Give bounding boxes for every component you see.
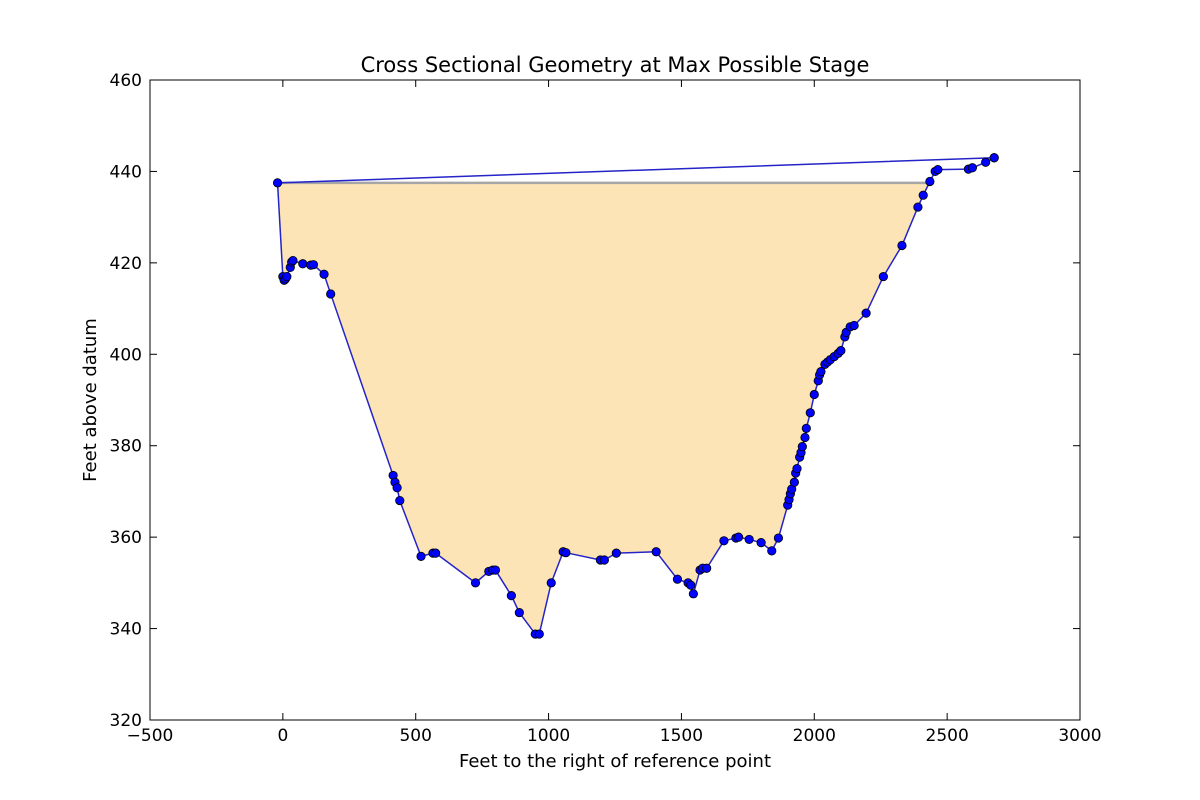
data-point [719,536,729,546]
data-point [688,589,698,599]
data-point [981,157,991,167]
x-tick-label: 1500 [660,726,703,746]
wetted-area-fill [277,182,930,635]
data-point [288,255,298,266]
y-tick-label: 360 [110,528,142,548]
data-point [506,591,516,601]
data-point [611,548,621,558]
data-point [282,271,292,282]
data-point [308,260,319,270]
data-point [789,477,799,487]
plot-area [272,153,999,639]
data-point [773,533,784,543]
data-point [792,463,802,474]
data-point [800,432,810,443]
x-tick-label: −500 [127,726,174,746]
data-point [989,153,999,163]
y-tick-label: 440 [110,162,142,182]
data-point [272,178,283,188]
x-tick-label: 2000 [793,726,836,746]
data-point [416,551,426,561]
y-tick-label: 380 [110,437,142,457]
y-tick-label: 420 [110,254,142,274]
data-point [801,423,811,433]
data-point [744,534,754,545]
data-point [702,563,712,573]
y-tick-label: 340 [110,620,142,640]
data-point [326,289,336,299]
data-point [918,190,928,200]
x-tick-label: 3000 [1058,726,1101,746]
axis-ticks: −500 0 500 1000 1500 2000 2500 3000 320 340 360 380… [110,71,1102,746]
data-point [836,346,846,356]
data-point [470,578,481,588]
data-point [756,538,766,548]
x-tick-label: 500 [399,726,431,746]
data-point [395,495,405,506]
data-point [767,546,777,556]
data-point [651,547,661,557]
data-point [878,271,888,282]
data-point [913,202,923,212]
data-point [319,269,329,279]
data-point [797,442,807,452]
data-point [514,607,524,618]
y-axis-label: Feet above datum [80,318,101,482]
y-tick-label: 400 [110,345,142,365]
y-tick-label: 460 [110,71,142,91]
data-point [816,367,826,377]
data-point [561,548,571,558]
data-point [672,574,683,584]
x-axis-label: Feet to the right of reference point [459,751,771,772]
x-tick-label: 2500 [926,726,969,746]
data-point [686,580,696,590]
data-point [546,578,556,588]
data-point [849,320,859,331]
data-point [933,165,943,175]
data-point [733,532,744,542]
x-tick-label: 1000 [527,726,570,746]
data-point [805,408,815,418]
x-tick-label: 0 [277,726,288,746]
data-point [490,565,501,575]
axes-frame [149,79,1081,721]
data-point [967,163,977,173]
data-point [599,555,609,565]
data-point [809,389,819,400]
data-point [534,629,544,639]
y-tick-label: 320 [110,711,142,731]
chart-title: Cross Sectional Geometry at Max Possible… [361,53,870,77]
data-point [925,176,935,187]
data-point [298,259,308,269]
data-point [392,483,402,493]
data-point [897,240,907,251]
data-point [861,308,871,318]
data-point [431,548,441,558]
